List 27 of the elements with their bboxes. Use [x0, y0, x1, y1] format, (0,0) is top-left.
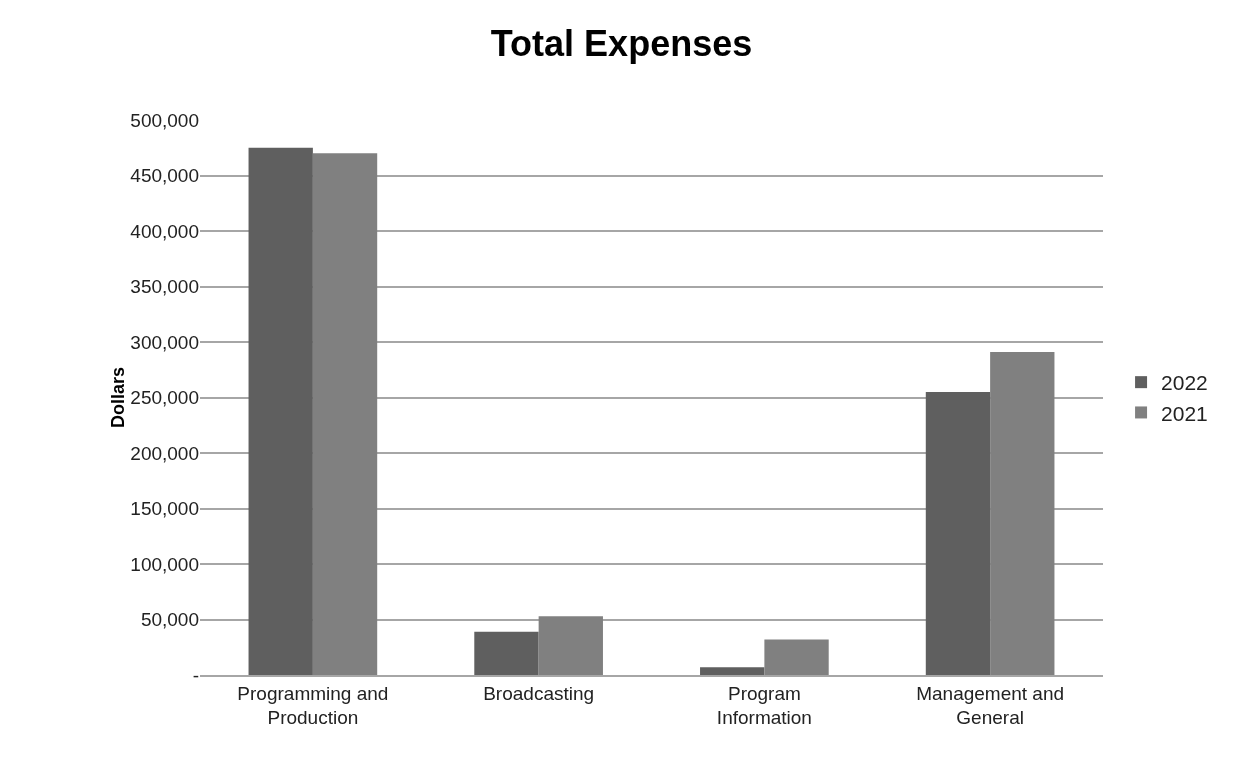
x-tick-label: Broadcasting: [483, 682, 595, 704]
bar: [538, 616, 603, 675]
y-tick-label: 100,000: [130, 553, 199, 575]
y-tick-label: 300,000: [130, 331, 199, 353]
y-tick-label: 150,000: [130, 498, 199, 520]
y-tick-label: 250,000: [130, 387, 199, 409]
legend-label: 2022: [1161, 371, 1208, 395]
y-tick-label: 500,000: [130, 109, 199, 131]
legend-label: 2021: [1161, 401, 1208, 425]
y-tick-label: 350,000: [130, 276, 199, 298]
y-tick-label: -: [192, 664, 199, 686]
y-tick-label: 450,000: [130, 165, 199, 187]
y-axis-title: Dollars: [108, 366, 129, 429]
x-tick-label: Program Information: [716, 682, 812, 729]
bar: [764, 639, 829, 675]
y-tick-label: 400,000: [130, 220, 199, 242]
bar: [925, 391, 991, 675]
bar: [990, 351, 1055, 675]
bar: [248, 147, 313, 675]
chart-title: Total Expenses: [490, 23, 753, 64]
x-tick-label: Management and General: [916, 682, 1065, 729]
bar: [474, 631, 539, 675]
x-tick-label: Programming and Production: [237, 682, 389, 729]
y-tick-label: 50,000: [140, 609, 199, 631]
bar: [700, 667, 765, 675]
bar: [312, 153, 378, 675]
y-tick-label: 200,000: [130, 442, 199, 464]
